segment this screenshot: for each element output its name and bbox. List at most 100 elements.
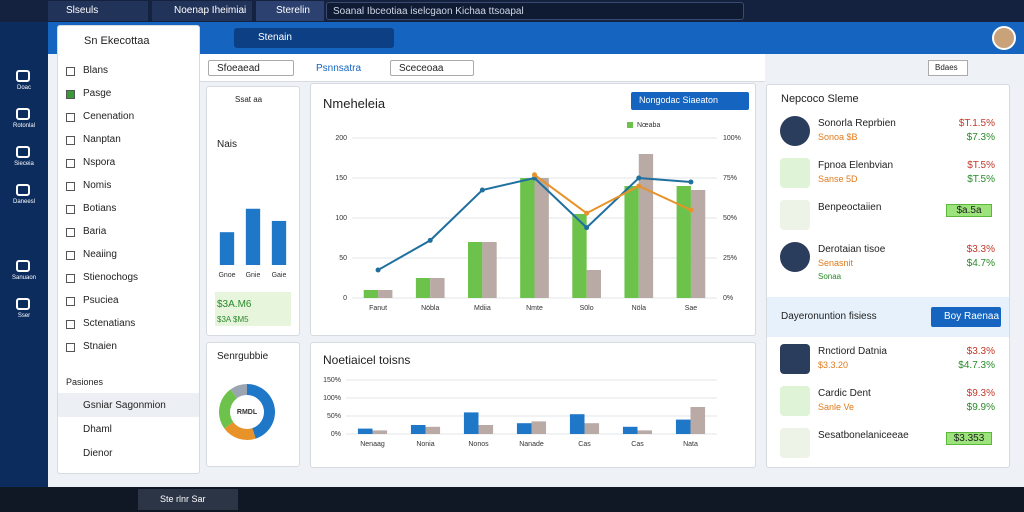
sidebar-item[interactable]: Nspora xyxy=(83,157,116,168)
point xyxy=(584,225,590,231)
sidebar-item[interactable]: Botians xyxy=(83,203,117,214)
y-tick-label: 100% xyxy=(323,395,341,402)
bar xyxy=(415,278,431,298)
item-icon xyxy=(66,251,75,260)
slice xyxy=(224,421,256,440)
x-tick-label: Nonos xyxy=(468,441,489,448)
entry-value: $T.5% xyxy=(967,174,995,185)
sidebar-item[interactable]: Blans xyxy=(83,65,109,76)
sidebar-item[interactable]: Sctenatians xyxy=(83,318,136,329)
point xyxy=(688,179,694,185)
avatar[interactable] xyxy=(992,26,1016,50)
button[interactable]: Nongodac Siaeaton xyxy=(631,92,749,110)
x-tick-label: Nmte xyxy=(526,305,543,312)
line xyxy=(533,173,692,215)
lower-chart-card: Noetiaicel toisns xyxy=(310,342,756,468)
dropdown[interactable]: Sfoeaead xyxy=(208,60,294,76)
button[interactable]: Boy Raenaa xyxy=(931,307,1001,327)
entry-sub: Senasnit xyxy=(818,258,854,268)
tab[interactable]: Slseuls xyxy=(48,1,148,21)
item-icon xyxy=(66,159,75,168)
entry-sub: Sanse 5D xyxy=(818,174,858,184)
sidebar-item[interactable]: Nomis xyxy=(83,180,112,191)
bar xyxy=(478,425,494,434)
rail-label: Daneesl xyxy=(12,199,35,205)
sidebar-item[interactable]: Cenenation xyxy=(83,111,135,122)
entry-icon xyxy=(780,386,810,416)
y-tick-label: 50 xyxy=(339,255,347,262)
entry-icon xyxy=(780,344,810,374)
button[interactable]: Bdaes xyxy=(928,60,968,76)
y-tick-label: 150% xyxy=(323,377,341,384)
main-chart: 0 50 100 150 200 0% 25% 50% 75% 100% Fanut Nöbla Mdi… xyxy=(335,122,741,312)
rail-label: Sanuaon xyxy=(11,275,37,281)
y2-tick-label: 75% xyxy=(723,175,737,182)
entry-name: Derotaian tisoe xyxy=(818,244,886,255)
entry-name: Benpeoctaiien xyxy=(818,202,882,213)
item-icon xyxy=(66,228,75,237)
bar xyxy=(378,290,393,298)
summary-name: Ssat aa xyxy=(235,95,263,104)
tab[interactable]: Sterelin xyxy=(256,1,324,21)
sidebar-title: Sn Ekecottaa xyxy=(84,35,150,47)
toolbar-tab[interactable]: Psnnsatra xyxy=(316,63,362,74)
point xyxy=(532,172,537,178)
entry-name: Fpnoa Elenbvian xyxy=(818,160,894,171)
x-tick-label: Nata xyxy=(683,441,698,448)
sidebar-item[interactable]: Psuciea xyxy=(83,295,119,306)
entry-icon xyxy=(780,200,810,230)
rail-icon[interactable] xyxy=(16,184,30,196)
entry-icon xyxy=(780,242,810,272)
y-tick-label: 0 xyxy=(343,295,347,302)
sidebar-item[interactable]: Dhaml xyxy=(83,424,112,435)
filter-label: Sceceoaa xyxy=(399,63,444,74)
bar xyxy=(531,421,547,434)
sidebar-item[interactable]: Stienochogs xyxy=(83,272,139,283)
filter[interactable]: Sceceoaa xyxy=(390,60,474,76)
entry-value: $9.9% xyxy=(966,402,995,413)
sidebar-item[interactable]: Stnaien xyxy=(83,341,117,352)
entry-name: Sonorla Reprbien xyxy=(818,118,896,129)
rail-icon[interactable] xyxy=(16,298,30,310)
sidebar-item[interactable]: Nanptan xyxy=(83,134,121,145)
x-tick-label: Cas xyxy=(578,441,591,448)
rail-icon[interactable] xyxy=(16,108,30,120)
button-label: Bdaes xyxy=(935,63,958,72)
selected-row xyxy=(58,393,199,417)
mini-chart: Gnoe Gnie Gaie xyxy=(218,208,286,279)
item-icon xyxy=(66,205,75,214)
tab[interactable]: Noenap Iheimiai xyxy=(152,1,252,21)
y2-tick-label: 25% xyxy=(723,255,737,262)
rail-icon[interactable] xyxy=(16,146,30,158)
sidebar-item[interactable]: Neaiing xyxy=(83,249,117,260)
rail-icon[interactable] xyxy=(16,70,30,82)
sidebar-item[interactable]: Pasge xyxy=(83,88,112,99)
sidebar-item[interactable]: Gsniar Sagonmion xyxy=(83,400,166,411)
bar xyxy=(569,414,585,434)
item-icon xyxy=(66,274,75,283)
entry-name: Cardic Dent xyxy=(818,388,871,399)
bar xyxy=(586,270,601,298)
sidebar-item[interactable]: Dienor xyxy=(83,448,113,459)
taskbar-label: Ste rlnr Sar xyxy=(160,494,206,504)
item-icon xyxy=(66,90,75,99)
slice xyxy=(219,389,238,429)
item-icon xyxy=(66,182,75,191)
search-box[interactable]: Stenain xyxy=(234,28,394,48)
x-tick-label: Nöbla xyxy=(421,305,439,312)
bar xyxy=(482,242,497,298)
x-tick-label: Cas xyxy=(631,441,644,448)
address-bar[interactable]: Soanal Ibceotiaa iselcgaon Kichaa ttsoap… xyxy=(326,2,744,20)
x-tick-label: Gnie xyxy=(246,272,261,279)
banner-text: Dayeronuntion fisiess xyxy=(781,311,877,322)
y-tick-label: 200 xyxy=(335,135,347,142)
taskbar-app[interactable]: Ste rlnr Sar xyxy=(138,489,238,510)
sidebar-item[interactable]: Baria xyxy=(83,226,107,237)
point xyxy=(636,183,642,189)
bar xyxy=(638,154,654,298)
x-tick-label: Nanade xyxy=(519,441,544,448)
bar xyxy=(357,428,373,434)
entry-name: Sesatbonelaniceeae xyxy=(818,430,909,441)
entry-value: $9.3% xyxy=(966,388,995,399)
rail-icon[interactable] xyxy=(16,260,30,272)
